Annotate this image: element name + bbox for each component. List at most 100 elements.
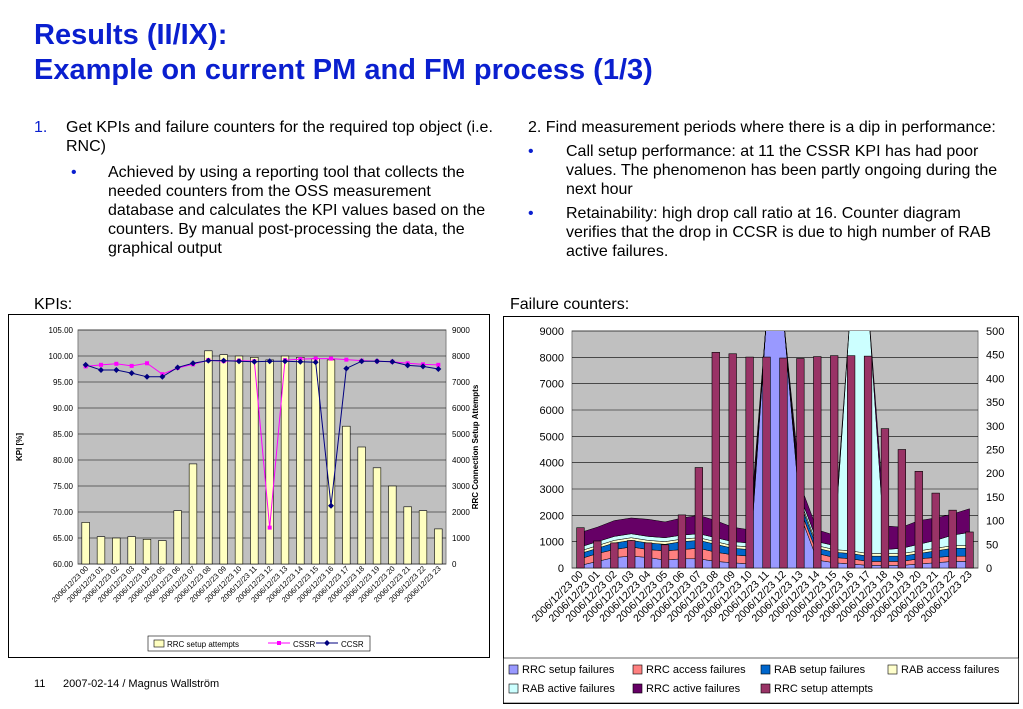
bullet-text: Call setup performance: at 11 the CSSR K… — [566, 143, 998, 198]
data-point — [114, 361, 119, 366]
y-tick-label: 4000 — [540, 458, 564, 470]
bar — [403, 506, 412, 565]
data-point — [174, 364, 181, 371]
y-tick-label: 0 — [558, 563, 564, 575]
legend-swatch — [632, 683, 643, 694]
data-point — [328, 502, 334, 509]
legend-swatch — [632, 664, 643, 675]
y-tick-label: 90.00 — [53, 404, 74, 413]
bar — [914, 471, 923, 569]
bullet-marker: • — [528, 205, 534, 222]
data-point — [267, 525, 272, 530]
failure-chart-svg: 0 1000 2000 3000 4000 5000 6000 7000 8000 9000 0 50… — [503, 316, 1019, 704]
bar — [931, 492, 940, 569]
failure-chart: 0 1000 2000 3000 4000 5000 6000 7000 8000 9000 0 50… — [503, 316, 1019, 704]
kpi-chart-svg: 60.00 65.00 70.00 75.00 80.00 85.00 90.00 95.00… — [8, 314, 490, 658]
bar — [173, 510, 182, 565]
bar — [112, 537, 121, 565]
y-tick-label: 1000 — [540, 537, 564, 549]
step-1-item: 1. Get KPIs and failure counters for the… — [34, 118, 494, 156]
data-point — [404, 362, 411, 369]
bar — [897, 449, 906, 569]
bar — [357, 446, 366, 565]
y2-axis-label: RRC Connection Setup Attempts — [471, 384, 480, 509]
y2-tick-label: 350 — [986, 397, 1004, 409]
bar — [81, 522, 90, 565]
data-point — [266, 358, 273, 365]
y-tick-label: 70.00 — [53, 508, 74, 517]
bar — [434, 528, 443, 565]
y2-tick-label: 8000 — [452, 352, 470, 361]
bar — [627, 540, 636, 569]
bar — [250, 356, 259, 565]
legend-box — [147, 635, 371, 652]
failure-caption: Failure counters: — [510, 296, 630, 313]
bullet-marker: • — [528, 143, 534, 160]
legend-swatch — [887, 664, 898, 675]
y2-tick-label: 200 — [986, 468, 1004, 480]
data-point — [312, 359, 319, 366]
y-tick-label: 9000 — [540, 326, 564, 338]
bar — [728, 353, 737, 569]
y-tick-label: 5000 — [540, 431, 564, 443]
bar — [96, 536, 106, 565]
bar — [576, 527, 585, 569]
data-point — [436, 362, 441, 367]
right-column: 2. Find measurement periods where there … — [528, 118, 998, 261]
legend-label: CCSR — [341, 640, 364, 649]
y-tick-label: 75.00 — [53, 482, 74, 491]
y2-tick-label: 4000 — [452, 456, 470, 465]
bar — [204, 350, 213, 565]
left-column: 1. Get KPIs and failure counters for the… — [34, 118, 494, 258]
bar — [219, 354, 228, 565]
legend-swatch — [760, 683, 771, 694]
data-point — [435, 366, 442, 372]
bar — [796, 358, 805, 569]
legend-label: RAB setup failures — [774, 664, 866, 676]
y2-tick-label: 450 — [986, 350, 1004, 362]
bar — [388, 485, 397, 565]
data-point — [329, 356, 333, 361]
bar — [863, 355, 873, 569]
y-tick-label: 65.00 — [53, 534, 74, 543]
data-point — [128, 370, 135, 377]
bar — [965, 531, 974, 569]
y2-tick-label: 5000 — [452, 430, 470, 439]
bar — [644, 542, 653, 569]
y2-tick-label: 500 — [986, 326, 1004, 338]
y2-tick-label: 3000 — [452, 482, 470, 491]
data-point — [282, 358, 288, 365]
data-point — [358, 358, 365, 365]
data-point — [98, 367, 104, 374]
y-tick-label: 95.00 — [53, 378, 74, 387]
data-point — [420, 363, 426, 370]
bar — [779, 357, 788, 569]
data-point — [251, 358, 258, 365]
legend-label: RAB active failures — [522, 683, 615, 695]
step-2-heading: 2. Find measurement periods where there … — [528, 119, 996, 136]
bar — [372, 467, 382, 565]
y-tick-label: 3000 — [540, 484, 564, 496]
data-point — [190, 360, 196, 367]
legend-marker — [324, 640, 330, 646]
bar — [830, 355, 839, 569]
slide-title: Results (II/IX): Example on current PM a… — [34, 18, 653, 88]
y-tick-label: 105.00 — [49, 326, 74, 335]
step-2-bullet-1: • Call setup performance: at 11 the CSSR… — [528, 142, 998, 199]
legend-swatch — [508, 683, 519, 694]
data-point — [236, 358, 242, 365]
bar — [280, 355, 290, 565]
bar — [762, 356, 771, 569]
legend-label: RAB access failures — [901, 664, 1000, 676]
data-point — [113, 367, 120, 374]
bar — [610, 542, 619, 569]
bar — [142, 539, 152, 565]
bar — [948, 509, 957, 569]
legend-swatch — [760, 664, 771, 675]
bar — [847, 355, 856, 569]
data-point — [374, 358, 380, 365]
data-point — [343, 365, 350, 372]
bar — [880, 428, 890, 569]
bar — [342, 425, 351, 565]
step-1-heading: Get KPIs and failure counters for the re… — [66, 119, 493, 155]
